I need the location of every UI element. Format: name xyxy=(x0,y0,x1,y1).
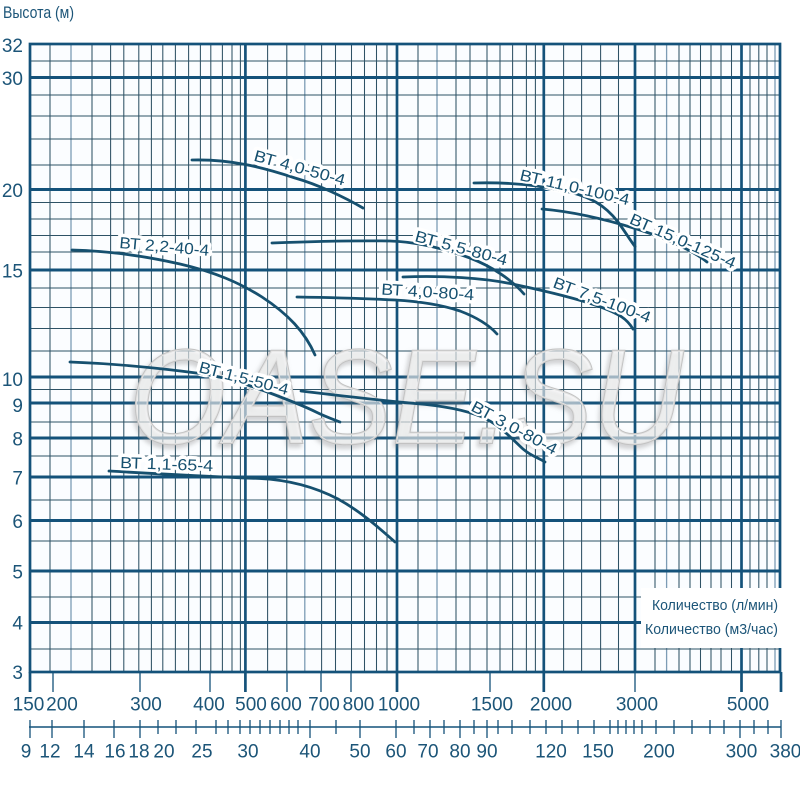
svg-text:OASE.SU: OASE.SU xyxy=(129,323,684,472)
svg-text:600: 600 xyxy=(270,695,302,716)
svg-text:60: 60 xyxy=(385,741,406,762)
svg-text:15: 15 xyxy=(2,261,23,282)
svg-text:700: 700 xyxy=(308,695,340,716)
svg-text:2000: 2000 xyxy=(530,695,572,716)
svg-text:6: 6 xyxy=(12,512,23,533)
svg-text:5: 5 xyxy=(12,562,23,583)
svg-text:3000: 3000 xyxy=(616,695,658,716)
svg-text:150: 150 xyxy=(582,741,614,762)
svg-text:7: 7 xyxy=(12,468,23,489)
svg-text:5000: 5000 xyxy=(727,695,769,716)
svg-text:120: 120 xyxy=(535,741,567,762)
svg-text:90: 90 xyxy=(476,741,497,762)
svg-text:10: 10 xyxy=(2,370,23,391)
svg-text:18: 18 xyxy=(128,741,149,762)
svg-text:50: 50 xyxy=(349,741,370,762)
svg-text:500: 500 xyxy=(235,695,267,716)
svg-text:400: 400 xyxy=(193,695,225,716)
svg-text:9: 9 xyxy=(21,741,32,762)
svg-text:32: 32 xyxy=(2,36,23,57)
svg-text:4: 4 xyxy=(12,613,23,634)
svg-text:40: 40 xyxy=(299,741,320,762)
svg-text:16: 16 xyxy=(104,741,125,762)
svg-text:70: 70 xyxy=(417,741,438,762)
svg-text:20: 20 xyxy=(2,181,23,202)
svg-text:8: 8 xyxy=(12,429,23,450)
svg-text:80: 80 xyxy=(449,741,470,762)
svg-text:300: 300 xyxy=(726,741,758,762)
svg-text:300: 300 xyxy=(130,695,162,716)
svg-text:150: 150 xyxy=(13,695,45,716)
svg-text:30: 30 xyxy=(237,741,258,762)
svg-text:30: 30 xyxy=(2,69,23,90)
svg-text:Количество (л/мин): Количество (л/мин) xyxy=(652,597,778,614)
svg-text:200: 200 xyxy=(643,741,675,762)
svg-text:ВТ 1,1-65-4: ВТ 1,1-65-4 xyxy=(120,455,214,475)
svg-text:25: 25 xyxy=(191,741,212,762)
svg-text:800: 800 xyxy=(343,695,375,716)
svg-text:20: 20 xyxy=(153,741,174,762)
svg-text:1500: 1500 xyxy=(471,695,513,716)
svg-text:Количество (м3/час): Количество (м3/час) xyxy=(645,621,778,638)
svg-text:12: 12 xyxy=(39,741,60,762)
svg-text:Высота (м): Высота (м) xyxy=(3,4,74,22)
svg-text:3: 3 xyxy=(12,663,23,684)
svg-text:380: 380 xyxy=(770,741,800,762)
svg-text:1000: 1000 xyxy=(378,695,420,716)
svg-text:9: 9 xyxy=(12,396,23,417)
svg-text:14: 14 xyxy=(73,741,95,762)
svg-text:200: 200 xyxy=(46,695,78,716)
